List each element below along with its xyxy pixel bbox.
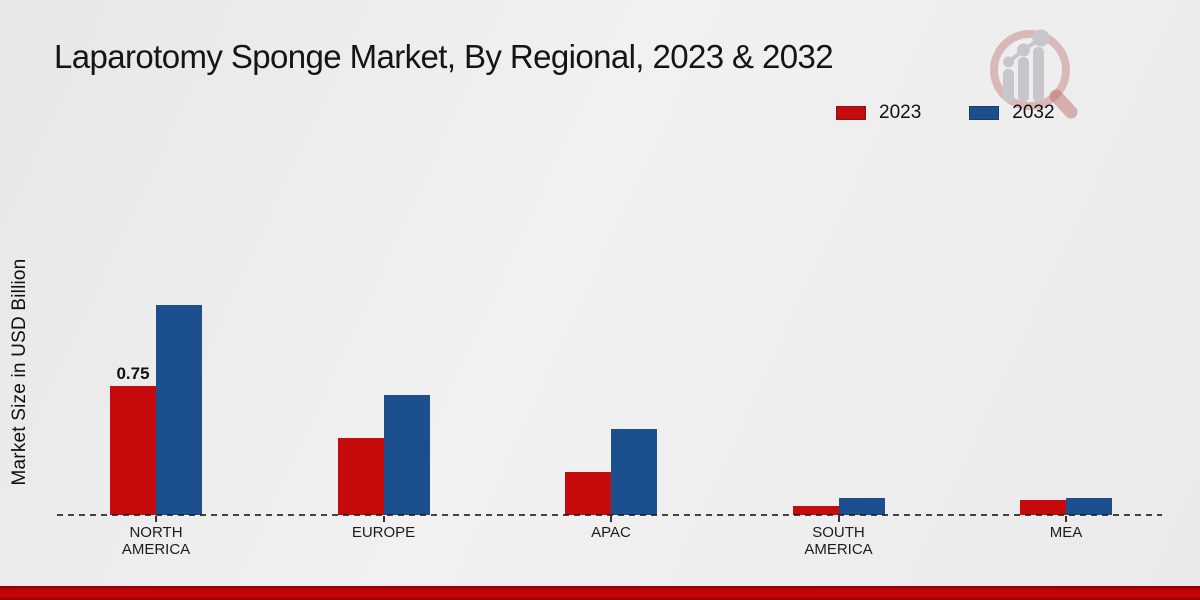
legend-label-2032: 2032	[1012, 102, 1055, 123]
category-label-mea: MEA	[1049, 524, 1083, 541]
magnifier-bar-chart-logo-icon	[990, 29, 1078, 119]
bar-2023-europe	[337, 438, 384, 515]
legend-item-2023: 2023	[836, 102, 921, 124]
legend: 2023 2032	[836, 102, 1055, 124]
axis-tick-europe	[382, 516, 385, 522]
x-axis-baseline	[57, 514, 1162, 516]
chart-title: Laparotomy Sponge Market, By Regional, 2…	[54, 38, 834, 75]
data-label-2023-north-america: 0.75	[116, 364, 150, 383]
bar-2032-mea	[1066, 498, 1112, 515]
category-label-south-america: SOUTH AMERICA	[804, 524, 873, 558]
bar-2032-europe	[383, 395, 430, 515]
bar-2023-north-america	[110, 386, 156, 515]
axis-tick-south-america	[837, 516, 840, 522]
bar-2032-apac	[611, 429, 657, 515]
axis-tick-north-america	[155, 516, 157, 522]
legend-swatch-2032	[969, 106, 1000, 120]
bar-2023-south-america	[792, 506, 839, 515]
legend-item-2032: 2032	[969, 102, 1055, 124]
bar-2023-mea	[1020, 500, 1066, 515]
legend-label-2023: 2023	[879, 102, 922, 123]
axis-tick-mea	[1065, 516, 1067, 522]
bar-2032-south-america	[838, 498, 885, 515]
category-label-north-america: NORTH AMERICA	[121, 524, 191, 558]
axis-tick-apac	[610, 516, 612, 522]
legend-swatch-2023	[836, 106, 866, 120]
bar-2032-north-america	[156, 305, 202, 515]
footer-bar	[0, 586, 1200, 600]
bar-2023-apac	[565, 472, 611, 515]
category-label-europe: EUROPE	[351, 524, 416, 541]
category-label-apac: APAC	[591, 524, 631, 541]
